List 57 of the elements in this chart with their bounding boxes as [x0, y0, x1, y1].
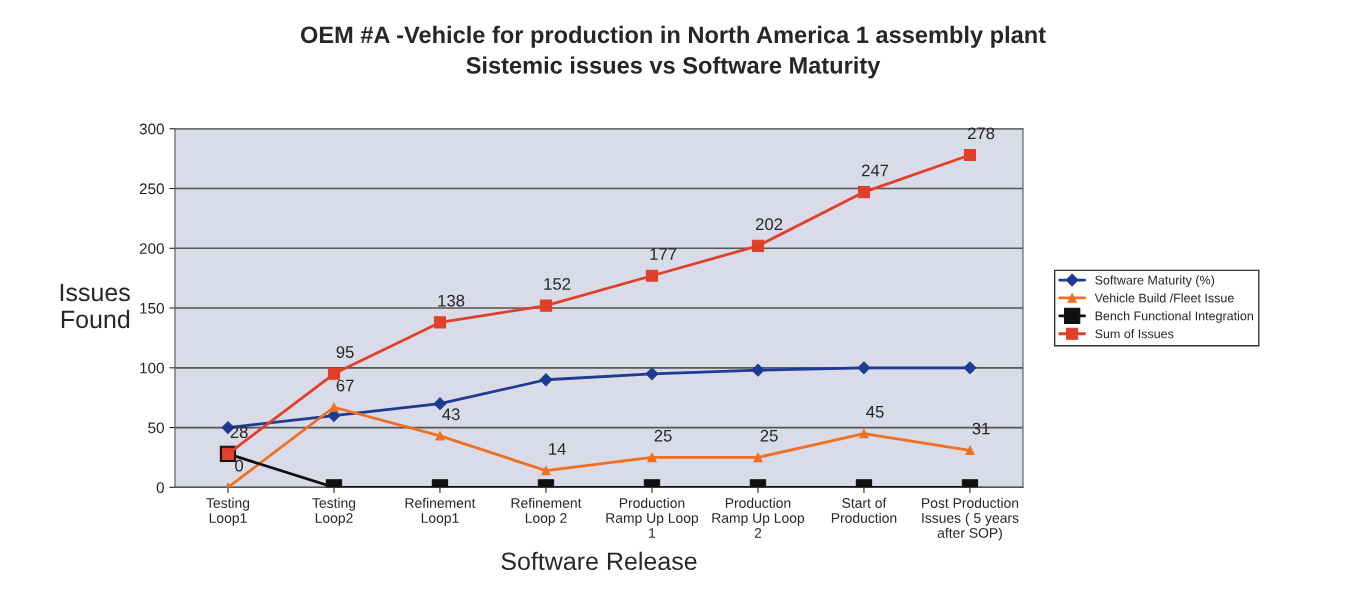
legend-label: Vehicle Build /Fleet Issue	[1094, 293, 1234, 303]
point	[857, 186, 871, 199]
x-tick-label: Production Ramp Up Loop 1	[606, 497, 699, 538]
point	[963, 148, 977, 162]
y-tick-label: 200	[139, 243, 164, 254]
point	[329, 402, 339, 412]
point	[753, 452, 763, 463]
y-axis-title: Issues Found	[60, 283, 130, 329]
point	[539, 299, 553, 312]
x-tick-label: Post Production Issues ( 5 years after SOP)	[922, 497, 1019, 541]
data-label: 95	[336, 346, 354, 358]
data-label: 14	[549, 443, 566, 455]
data-label: 45	[866, 406, 884, 418]
data-label: 25	[654, 429, 672, 442]
point	[645, 367, 659, 381]
x-tick-label: Testing Loop2	[312, 497, 356, 526]
x-tick-label: Start of Production	[831, 497, 897, 523]
data-label: 177	[650, 248, 677, 260]
y-tick-label: 50	[148, 422, 164, 434]
point	[435, 431, 445, 441]
point	[751, 239, 765, 252]
y-tick-label: 150	[140, 302, 164, 314]
data-label: 138	[438, 294, 465, 307]
data-label: 67	[336, 379, 354, 392]
data-label: 28	[230, 426, 248, 439]
point	[965, 445, 975, 455]
data-label: 43	[442, 408, 460, 421]
y-tick-label: 0	[156, 482, 164, 494]
point	[859, 428, 869, 439]
x-tick-label: Production Ramp Up Loop 2	[712, 497, 805, 538]
point	[857, 361, 871, 375]
x-tick-label: Testing Loop1	[206, 497, 250, 526]
y-tick-label: 250	[139, 183, 164, 195]
x-tick-label: Refinement Loop 2	[511, 497, 582, 526]
point	[433, 316, 447, 329]
point	[539, 373, 553, 387]
point	[963, 361, 977, 375]
chart-title: OEM #A -Vehicle for production in North America 1 assembly plant	[300, 25, 1046, 48]
data-label: 152	[544, 278, 571, 290]
x-axis-title: Software Release	[501, 551, 697, 571]
legend-label: Sum of Issues	[1095, 329, 1174, 339]
point	[751, 363, 765, 377]
chart-subtitle: Sistemic issues vs Software Maturity	[466, 56, 881, 79]
data-label: 0	[235, 459, 244, 472]
data-label: 202	[756, 218, 783, 231]
point	[541, 465, 551, 476]
legend-label: Software Maturity (%)	[1095, 275, 1215, 288]
data-label: 278	[968, 127, 995, 140]
point	[327, 367, 341, 380]
point	[645, 269, 659, 282]
x-tick-label: Refinement Loop1	[405, 497, 476, 526]
data-label: 25	[760, 429, 778, 442]
legend-label: Bench Functional Integration	[1095, 311, 1253, 323]
y-tick-label: 100	[140, 362, 164, 374]
data-label: 247	[862, 164, 889, 177]
y-tick-label: 300	[139, 123, 164, 135]
point	[647, 452, 657, 463]
